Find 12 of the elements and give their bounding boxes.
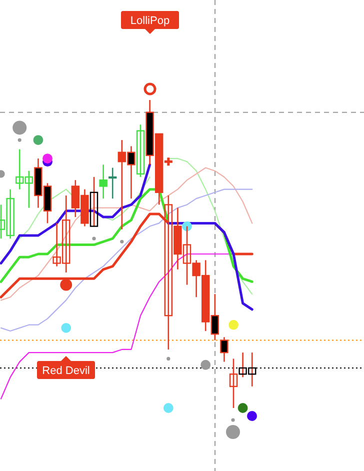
- candlestick: [108, 167, 117, 200]
- point: [18, 138, 22, 142]
- candlestick: [229, 358, 238, 409]
- candlestick: [220, 336, 228, 362]
- candlestick: [136, 124, 145, 178]
- point: [166, 356, 170, 361]
- point: [120, 240, 124, 244]
- candlestick: [99, 164, 108, 200]
- point: [163, 156, 174, 167]
- annotation: Red Devil: [42, 365, 90, 377]
- text: LolliPop: [130, 15, 170, 27]
- point: [92, 236, 96, 240]
